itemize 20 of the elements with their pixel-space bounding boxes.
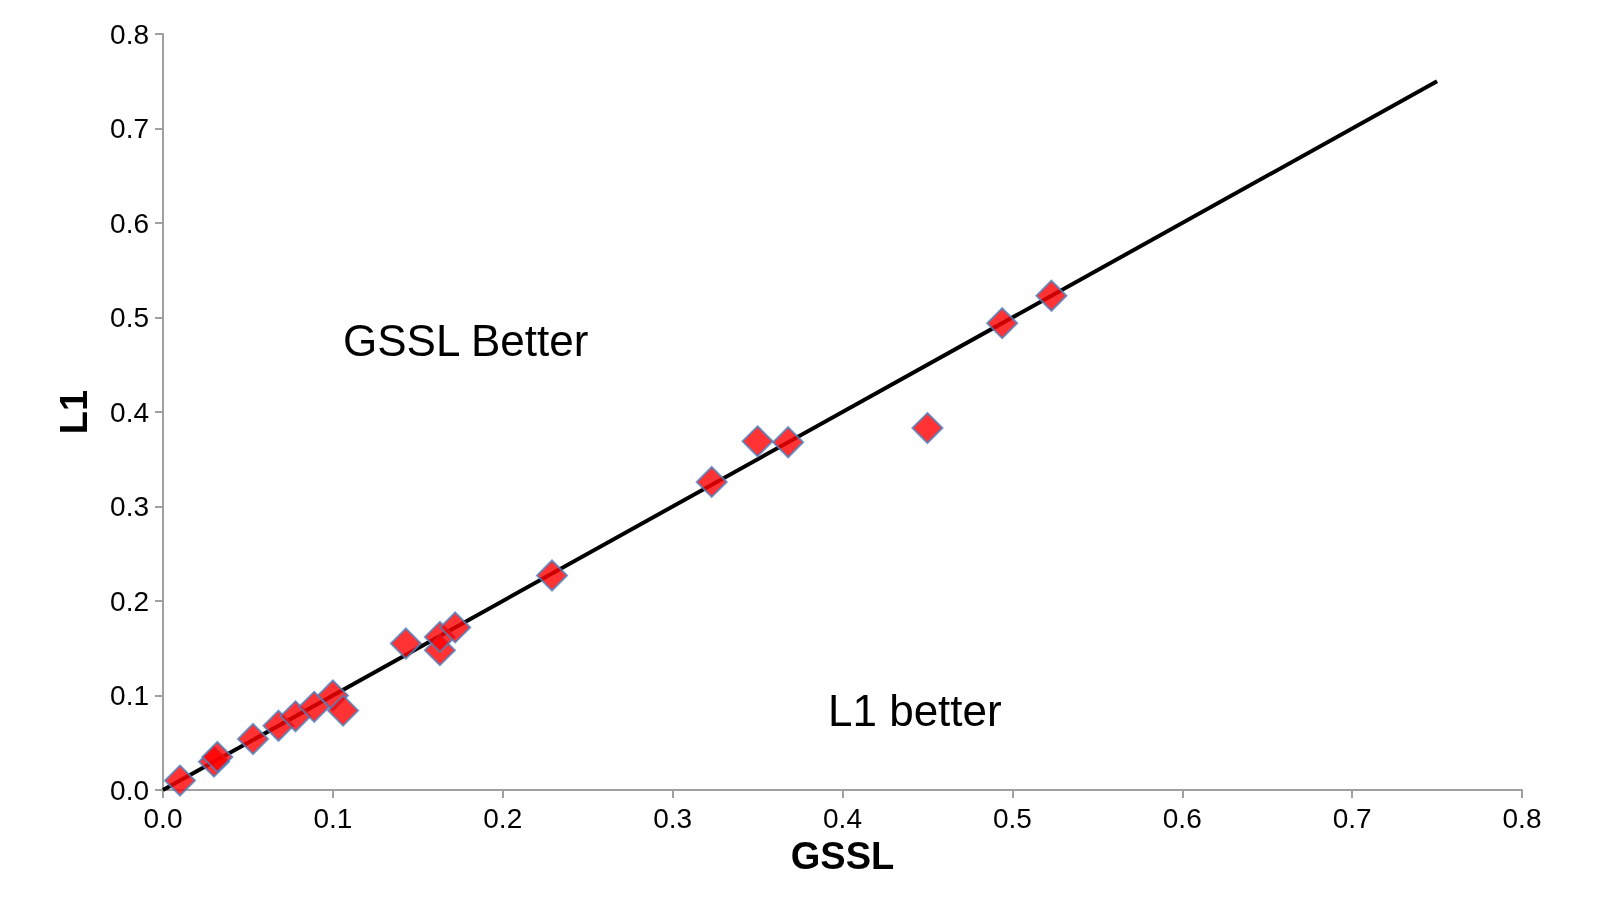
x-tick-label: 0.2 bbox=[483, 802, 523, 834]
y-axis-title: L1 bbox=[53, 389, 95, 435]
annotation: GSSL Better bbox=[343, 315, 589, 365]
x-tick-label: 0.1 bbox=[313, 802, 353, 834]
y-tick-label: 0.8 bbox=[110, 18, 149, 50]
y-tick-label: 0.4 bbox=[110, 396, 149, 428]
x-tick-label: 0.7 bbox=[1332, 802, 1372, 834]
x-tick-label: 0.5 bbox=[992, 802, 1032, 834]
y-tick-label: 0.7 bbox=[110, 113, 149, 144]
x-tick-label: 0.6 bbox=[1162, 802, 1202, 834]
x-axis-title: GSSL bbox=[790, 834, 895, 877]
x-tick-label: 0.8 bbox=[1502, 802, 1542, 834]
y-tick-label: 0.5 bbox=[110, 302, 149, 333]
x-tick-label: 0.4 bbox=[823, 802, 862, 834]
y-tick-label: 0.6 bbox=[110, 207, 149, 239]
y-tick-label: 0.1 bbox=[110, 680, 149, 711]
x-tick-label: 0.3 bbox=[653, 802, 693, 834]
annotation: L1 better bbox=[828, 685, 1002, 735]
y-tick-label: 0.2 bbox=[110, 585, 149, 617]
y-tick-label: 0.3 bbox=[110, 491, 149, 522]
